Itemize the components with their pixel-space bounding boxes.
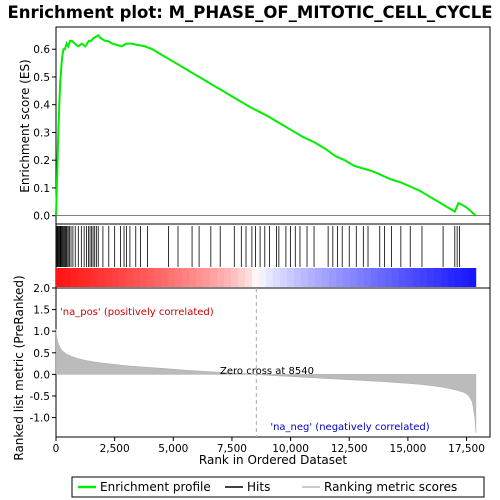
color-bar-segment [357,268,364,287]
color-bar-segment [420,268,427,287]
color-bar-segment [280,268,287,287]
color-bar-segment [168,268,175,287]
color-bar-segment [182,268,189,287]
ranked-y-axis-label: Ranked list metric (PreRanked) [12,275,26,460]
ranking-color-bar [56,268,476,287]
x-tick-label: 17,500 [448,443,485,455]
color-bar-segment [63,268,70,287]
es-y-tick-label: 0.6 [33,44,50,56]
color-bar-segment [175,268,182,287]
color-bar-segment [308,268,315,287]
es-y-tick-label: 0.4 [33,100,50,112]
positive-correlation-label: 'na_pos' (positively correlated) [60,307,214,318]
color-bar-segment [133,268,140,287]
ranked-y-tick-label: 0.5 [33,348,50,360]
color-bar-segment [350,268,357,287]
color-bar-segment [210,268,217,287]
es-y-tick-label: 0.1 [33,183,50,195]
color-bar-segment [245,268,252,287]
color-bar-segment [84,268,91,287]
color-bar-segment [259,268,266,287]
x-tick-label: 0 [53,443,60,455]
color-bar-segment [448,268,455,287]
color-bar-segment [56,268,63,287]
es-panel: 0.0 0.1 0.2 0.3 0.4 0.5 0.6 Enrichment score (… [18,27,490,224]
color-bar-segment [70,268,77,287]
es-y-tick-label: 0.3 [33,127,50,139]
color-bar-segment [231,268,238,287]
color-bar-segment [154,268,161,287]
color-bar-segment [385,268,392,287]
color-bar-segment [406,268,413,287]
legend-entry-hits: Hits [247,480,270,494]
ranked-y-tick-label: -0.5 [30,391,51,403]
color-bar-segment [147,268,154,287]
color-bar-segment [126,268,133,287]
es-y-tick-label: 0.2 [33,155,50,167]
x-tick-label: 15,000 [390,443,427,455]
es-y-tick-label: 0.0 [33,211,50,223]
negative-correlation-label: 'na_neg' (negatively correlated) [270,422,429,433]
color-bar-segment [455,268,462,287]
color-bar-segment [189,268,196,287]
x-tick-label: 5,000 [158,443,188,455]
color-bar-segment [217,268,224,287]
x-tick-label: 2,500 [100,443,130,455]
color-bar-segment [329,268,336,287]
color-bar-segment [336,268,343,287]
color-bar-segment [427,268,434,287]
ranked-y-tick-label: 2.0 [33,283,50,295]
color-bar-segment [112,268,119,287]
color-bar-segment [266,268,273,287]
color-bar-segment [98,268,105,287]
color-bar-segment [238,268,245,287]
color-bar-segment [105,268,112,287]
color-bar-segment [91,268,98,287]
color-bar-segment [371,268,378,287]
color-bar-segment [392,268,399,287]
ranked-y-tick-label: 1.5 [33,305,50,317]
legend-entry-ranking: Ranking metric scores [324,480,457,494]
ranked-y-tick-label: -1.0 [30,413,51,425]
color-bar-segment [287,268,294,287]
color-bar-segment [224,268,231,287]
hits-panel [56,224,490,288]
color-bar-segment [273,268,280,287]
color-bar-segment [469,268,476,287]
ranked-metric-panel: 2.0 1.5 1.0 0.5 0.0 -0.5 -1.0 'na_pos' (positi… [12,275,490,460]
color-bar-segment [413,268,420,287]
color-bar-segment [441,268,448,287]
color-bar-segment [462,268,469,287]
es-y-axis-label: Enrichment score (ES) [18,59,32,192]
color-bar-segment [119,268,126,287]
color-bar-segment [77,268,84,287]
color-bar-segment [140,268,147,287]
ranked-y-tick-label: 0.0 [33,369,50,381]
color-bar-segment [203,268,210,287]
color-bar-segment [364,268,371,287]
color-bar-segment [252,268,259,287]
color-bar-segment [196,268,203,287]
color-bar-segment [322,268,329,287]
color-bar-segment [315,268,322,287]
color-bar-segment [378,268,385,287]
es-y-tick-label: 0.5 [33,72,50,84]
zero-cross-label: Zero cross at 8540 [220,366,314,377]
color-bar-segment [294,268,301,287]
color-bar-segment [434,268,441,287]
color-bar-segment [161,268,168,287]
legend: Enrichment profile Hits Ranking metric s… [72,477,484,497]
color-bar-segment [343,268,350,287]
color-bar-segment [399,268,406,287]
ranked-y-tick-label: 1.0 [33,326,50,338]
legend-entry-enrichment: Enrichment profile [100,480,211,494]
chart-title: Enrichment plot: M_PHASE_OF_MITOTIC_CELL… [7,3,492,22]
x-axis-label: Rank in Ordered Dataset [199,453,347,467]
color-bar-segment [301,268,308,287]
